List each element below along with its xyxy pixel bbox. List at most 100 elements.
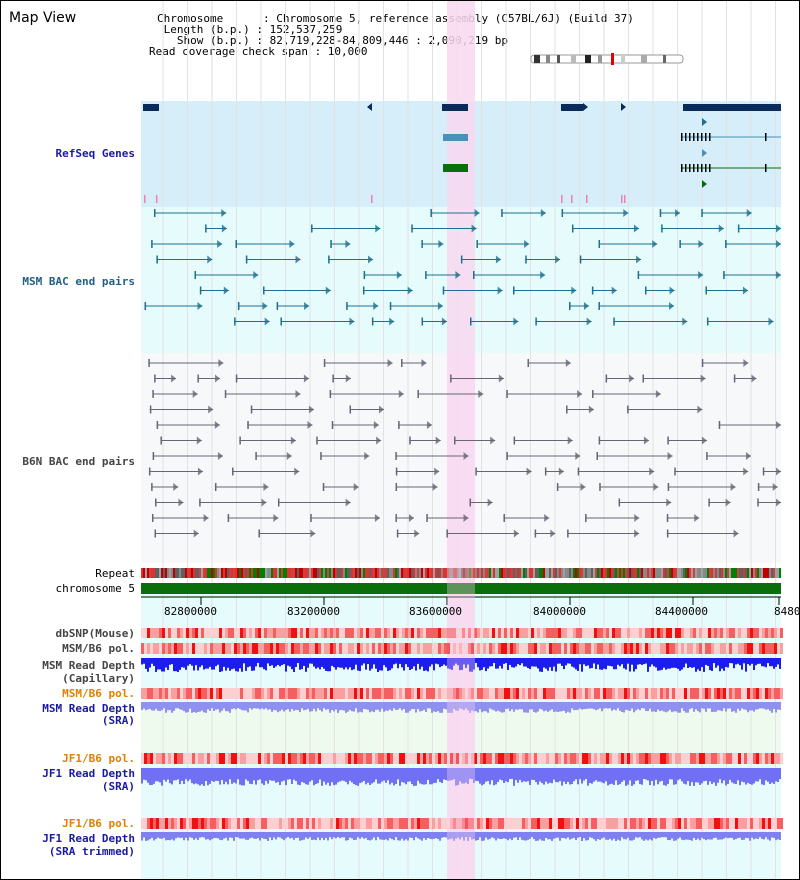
pol-heat-cell — [411, 753, 414, 764]
track-label-jf1-b6-pol-2[interactable]: JF1/B6 pol. — [62, 817, 135, 830]
depth-bar — [409, 702, 411, 711]
pol-heat-cell — [606, 753, 609, 764]
repeat-mark — [657, 568, 659, 578]
bac-end — [398, 390, 404, 398]
bac-end — [245, 255, 248, 264]
bac-end — [364, 452, 370, 460]
pol-heat-cell — [627, 688, 630, 699]
repeat-mark — [547, 568, 549, 578]
depth-bar — [361, 702, 363, 713]
pol-heat-cell — [162, 818, 165, 829]
pol-heat-cell — [438, 643, 441, 654]
depth-bar — [229, 832, 231, 838]
track-label-msm-depth-capillary[interactable]: MSM Read Depth — [42, 659, 135, 672]
pol-heat-cell — [180, 753, 183, 764]
depth-bar — [543, 832, 545, 841]
track-label-msm-b6-pol[interactable]: MSM/B6 pol. — [62, 642, 135, 655]
depth-bar — [565, 832, 567, 839]
pol-heat-cell — [387, 753, 390, 764]
pol-heat-cell — [705, 753, 708, 764]
pol-heat-cell — [162, 628, 165, 638]
pol-heat-cell — [567, 643, 570, 654]
pol-heat-cell — [675, 818, 678, 829]
depth-bar — [571, 768, 573, 785]
repeat-mark — [505, 568, 507, 578]
pol-heat-cell — [780, 628, 783, 638]
bac-end — [659, 209, 662, 217]
pol-heat-cell — [684, 688, 687, 699]
track-label-jf1-depth-trimmed[interactable]: JF1 Read Depth — [42, 832, 135, 845]
depth-bar — [621, 832, 623, 838]
depth-bar — [575, 702, 577, 710]
track-label-dbsnp[interactable]: dbSNP(Mouse) — [55, 627, 135, 640]
depth-bar — [635, 768, 637, 781]
pol-heat-cell — [297, 688, 300, 699]
pol-heat-cell — [696, 643, 699, 654]
bac-end — [544, 514, 550, 522]
depth-bar — [667, 832, 669, 840]
depth-bar — [693, 658, 695, 668]
pol-heat-cell — [567, 818, 570, 829]
track-label-jf1-depth-sra[interactable]: JF1 Read Depth — [42, 767, 135, 780]
depth-bar — [405, 702, 407, 713]
depth-bar — [695, 768, 697, 783]
pol-heat-cell — [267, 628, 270, 638]
pol-heat-cell — [606, 628, 609, 638]
bac-end — [208, 405, 214, 414]
repeat-mark — [613, 568, 615, 578]
pol-heat-cell — [231, 643, 234, 654]
bac-end — [599, 483, 601, 491]
repeat-mark — [627, 568, 629, 578]
ideogram-band — [585, 55, 591, 63]
pol-heat-cell — [486, 753, 489, 764]
pol-heat-cell — [699, 628, 702, 638]
track-label-b6n-bac[interactable]: B6N BAC end pairs — [22, 455, 135, 468]
depth-bar — [415, 658, 417, 671]
repeat-mark — [449, 568, 451, 578]
depth-bar — [171, 832, 173, 840]
depth-bar — [615, 768, 617, 781]
bac-end — [629, 374, 635, 383]
track-label-jf1-b6-pol[interactable]: JF1/B6 pol. — [62, 752, 135, 765]
repeat-mark — [205, 568, 207, 578]
pol-heat-cell — [780, 643, 783, 654]
depth-bar — [467, 832, 469, 841]
depth-bar — [325, 832, 327, 839]
depth-bar — [711, 658, 713, 671]
depth-bar — [265, 702, 267, 709]
pol-heat-cell — [417, 643, 420, 654]
repeat-mark — [513, 568, 515, 578]
depth-bar — [489, 658, 491, 667]
pol-heat-cell — [606, 818, 609, 829]
pol-heat-cell — [441, 643, 444, 654]
track-label-msm-b6-pol-2[interactable]: MSM/B6 pol. — [62, 687, 135, 700]
bac-end — [395, 514, 397, 522]
depth-bar — [735, 768, 737, 785]
depth-bar — [453, 832, 455, 841]
depth-bar — [549, 658, 551, 668]
repeat-mark — [299, 568, 301, 578]
track-label-msm-bac[interactable]: MSM BAC end pairs — [22, 275, 135, 288]
repeat-mark — [753, 568, 755, 578]
pol-heat-cell — [624, 643, 627, 654]
bac-end — [192, 390, 198, 398]
track-label-msm-depth-sra[interactable]: MSM Read Depth — [42, 702, 135, 715]
depth-bar — [375, 832, 377, 841]
track-label-refseq-genes[interactable]: RefSeq Genes — [55, 147, 135, 160]
pol-heat-cell — [504, 753, 507, 764]
depth-bar — [719, 702, 721, 711]
repeat-mark — [579, 568, 581, 578]
pol-heat-cell — [570, 628, 573, 638]
bac-end — [698, 240, 704, 248]
depth-bar — [373, 832, 375, 838]
bac-end — [642, 374, 645, 383]
depth-bar — [347, 658, 349, 670]
depth-bar — [475, 658, 477, 664]
pol-heat-cell — [525, 628, 528, 638]
depth-bar — [435, 702, 437, 713]
depth-bar — [157, 702, 159, 711]
pol-heat-cell — [369, 753, 372, 764]
repeat-mark — [597, 568, 599, 578]
depth-bar — [623, 832, 625, 840]
